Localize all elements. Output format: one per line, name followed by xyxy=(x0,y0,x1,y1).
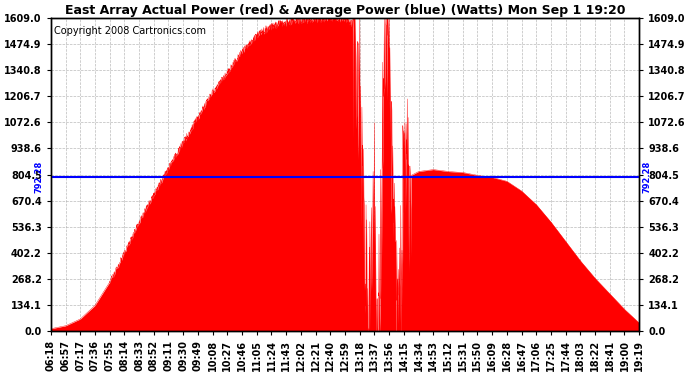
Title: East Array Actual Power (red) & Average Power (blue) (Watts) Mon Sep 1 19:20: East Array Actual Power (red) & Average … xyxy=(65,4,625,17)
Text: Copyright 2008 Cartronics.com: Copyright 2008 Cartronics.com xyxy=(54,26,206,36)
Text: 792.28: 792.28 xyxy=(34,161,43,193)
Text: 792.28: 792.28 xyxy=(642,161,651,193)
